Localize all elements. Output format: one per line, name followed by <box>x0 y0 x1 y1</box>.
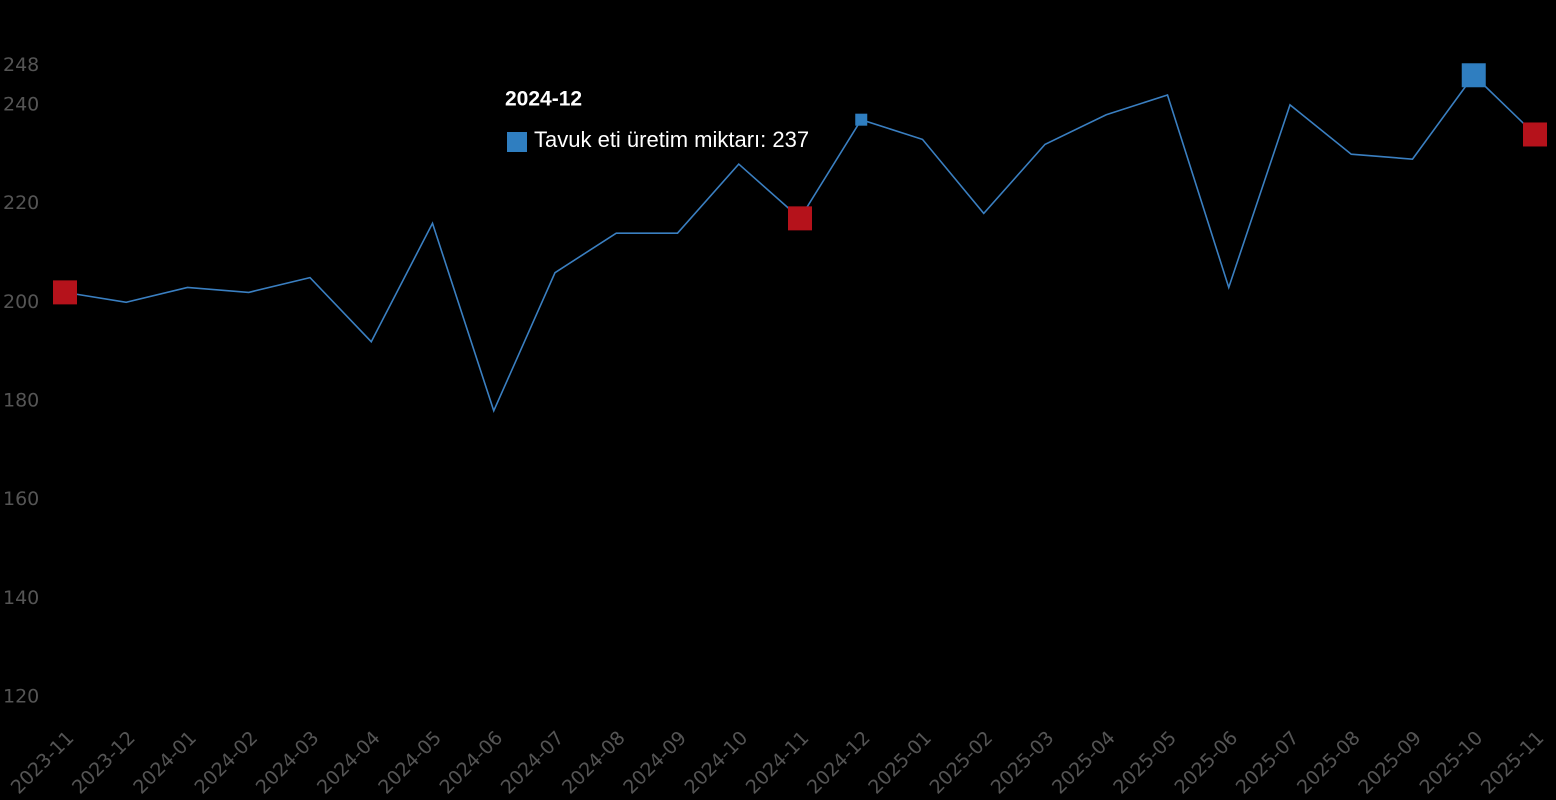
x-tick-label: 2024-06 <box>435 727 507 799</box>
point-marker <box>1523 122 1547 147</box>
x-tick-label: 2024-09 <box>619 727 691 799</box>
x-tick-label: 2024-02 <box>190 727 262 799</box>
x-tick-label: 2025-05 <box>1109 727 1181 799</box>
x-tick-label: 2025-06 <box>1170 727 1242 799</box>
x-tick-label: 2025-11 <box>1477 727 1549 799</box>
x-tick-label: 2025-04 <box>1048 727 1120 799</box>
x-tick-label: 2024-03 <box>252 727 324 799</box>
x-tick-label: 2024-10 <box>680 727 752 799</box>
x-tick-label: 2024-08 <box>558 727 630 799</box>
y-tick-label: 140 <box>3 587 39 609</box>
line <box>64 74 1536 414</box>
x-tick-label: 2023-12 <box>68 727 140 799</box>
x-tick-label: 2025-01 <box>864 727 936 799</box>
y-tick-label: 220 <box>3 192 39 214</box>
hover-marker <box>855 113 868 126</box>
x-tick-label: 2024-04 <box>313 727 385 799</box>
x-tick-label: 2024-12 <box>803 727 875 799</box>
y-tick-label: 180 <box>3 389 39 411</box>
x-tick-label: 2025-03 <box>987 727 1059 799</box>
x-tick-label: 2023-11 <box>7 727 79 799</box>
x-tick-label: 2025-07 <box>1232 727 1304 799</box>
x-tick-label: 2025-10 <box>1415 727 1487 799</box>
tooltip-swatch <box>507 132 527 152</box>
tooltip: 2024-12 Tavuk eti üretim miktarı: 237 <box>505 88 809 152</box>
tooltip-label: Tavuk eti üretim miktarı: 237 <box>534 127 809 152</box>
x-tick-label: 2025-09 <box>1354 727 1426 799</box>
x-tick-label: 2025-08 <box>1293 727 1365 799</box>
y-tick-label: 160 <box>3 488 39 510</box>
y-tick-label: 240 <box>3 93 39 115</box>
x-tick-label: 2025-02 <box>925 727 997 799</box>
y-tick-label: 248 <box>3 54 39 76</box>
x-tick-label: 2024-01 <box>129 727 201 799</box>
y-tick-label: 200 <box>3 291 39 313</box>
point-marker <box>53 280 77 305</box>
x-tick-label: 2024-11 <box>742 727 814 799</box>
point-marker <box>788 206 812 231</box>
point-marker <box>1461 63 1486 88</box>
x-tick-label: 2024-07 <box>497 727 569 799</box>
tooltip-title: 2024-12 <box>505 88 582 111</box>
y-tick-label: 120 <box>3 686 39 708</box>
x-tick-label: 2024-05 <box>374 727 446 799</box>
